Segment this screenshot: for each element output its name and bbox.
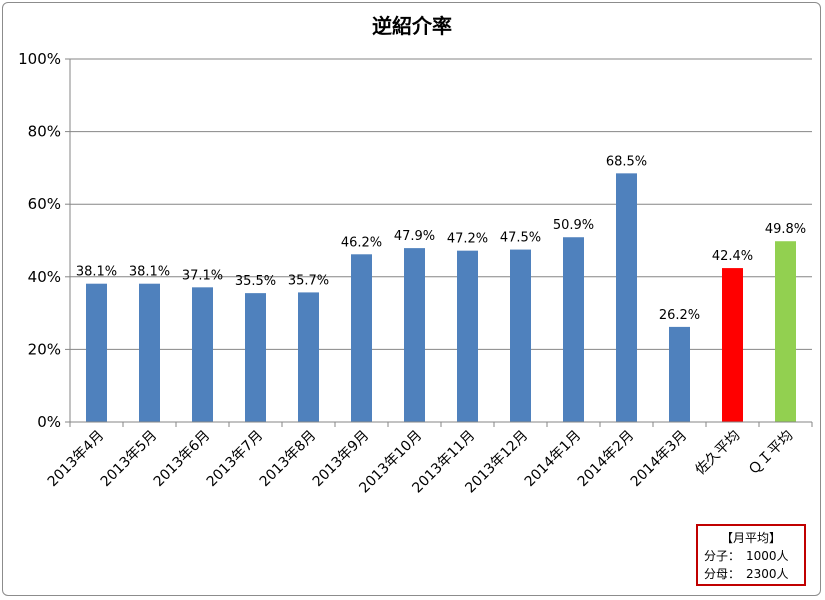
bar xyxy=(351,254,372,422)
bar xyxy=(245,293,266,422)
bar xyxy=(457,250,478,422)
data-label: 49.8% xyxy=(765,222,806,237)
x-tick-label: ＱＩ平均 xyxy=(745,428,796,479)
x-tick-label: 2013年6月 xyxy=(151,428,214,491)
bar xyxy=(616,173,637,422)
bar xyxy=(775,241,796,422)
x-tick-label: 2013年7月 xyxy=(204,428,267,491)
data-label: 26.2% xyxy=(659,308,700,323)
bar xyxy=(722,268,743,422)
y-axis: 0% 20% 40% 60% 80% 100% xyxy=(18,50,71,431)
bar xyxy=(192,287,213,422)
monthly-average-note: 【月平均】 分子： 1000人 分母： 2300人 xyxy=(696,524,806,586)
data-label: 46.2% xyxy=(341,235,382,250)
x-tick-label: 2014年2月 xyxy=(575,428,638,491)
data-label: 68.5% xyxy=(606,154,647,169)
note-title: 【月平均】 xyxy=(720,531,781,545)
data-label: 38.1% xyxy=(76,265,117,280)
data-label: 37.1% xyxy=(182,268,223,283)
data-label: 35.5% xyxy=(235,274,276,289)
bar xyxy=(510,249,531,422)
note-denominator: 分母： 2300人 xyxy=(704,567,789,581)
note-numerator: 分子： 1000人 xyxy=(704,549,789,563)
data-labels: 38.1% 38.1% 37.1% 35.5% 35.7% 46.2% 47.9% 47.2%… xyxy=(76,154,806,323)
data-label: 47.5% xyxy=(500,231,541,246)
y-tick-label: 20% xyxy=(28,340,61,358)
data-label: 47.9% xyxy=(394,229,435,244)
x-tick-label: 佐久平均 xyxy=(692,428,743,479)
y-tick-label: 40% xyxy=(28,268,61,286)
x-tick-label: 2014年3月 xyxy=(628,428,691,491)
x-axis: 2013年4月2013年5月2013年6月2013年7月2013年8月2013年… xyxy=(45,421,813,496)
data-label: 35.7% xyxy=(288,273,329,288)
x-tick-label: 2013年5月 xyxy=(98,428,161,491)
bar xyxy=(298,292,319,422)
y-tick-label: 60% xyxy=(28,195,61,213)
data-label: 38.1% xyxy=(129,265,170,280)
chart-title: 逆紹介率 xyxy=(372,14,452,38)
x-tick-label: 2014年1月 xyxy=(522,428,585,491)
data-label: 50.9% xyxy=(553,218,594,233)
bars xyxy=(86,173,796,422)
data-label: 47.2% xyxy=(447,232,488,247)
bar xyxy=(669,326,690,422)
y-tick-label: 100% xyxy=(18,50,61,68)
bar xyxy=(404,248,425,422)
bar xyxy=(86,283,107,422)
y-tick-label: 80% xyxy=(28,123,61,141)
bar xyxy=(139,283,160,422)
x-tick-label: 2013年8月 xyxy=(257,428,320,491)
y-tick-label: 0% xyxy=(37,413,61,431)
bar xyxy=(563,237,584,422)
x-tick-label: 2013年4月 xyxy=(45,428,108,491)
data-label: 42.4% xyxy=(712,249,753,264)
gridlines xyxy=(70,58,812,423)
